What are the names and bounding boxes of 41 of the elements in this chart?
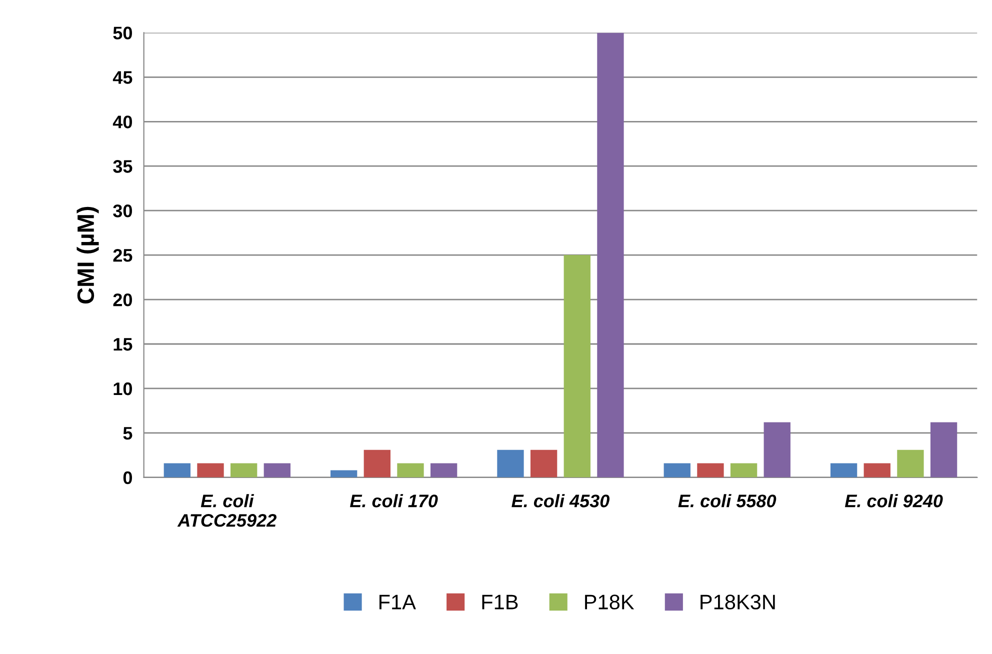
legend-label: P18K3N <box>700 594 775 610</box>
bar <box>764 422 790 478</box>
bar <box>164 463 191 478</box>
x-tick-label: E. coli ATCC25922 <box>177 494 276 527</box>
bar <box>830 463 858 478</box>
bar <box>897 450 924 478</box>
y-tick-label: 5 <box>123 427 132 440</box>
x-tick-label: E. coli 170 <box>350 494 438 508</box>
bar <box>597 32 624 478</box>
y-tick-label: 15 <box>114 338 132 351</box>
y-tick-label: 30 <box>113 204 132 218</box>
bar <box>330 470 358 478</box>
x-tick-label: E. coli 9240 <box>844 494 943 508</box>
legend-label: P18K <box>585 594 634 610</box>
y-tick-label: 20 <box>113 293 132 306</box>
y-tick-label: 50 <box>113 26 132 40</box>
y-tick-label: 35 <box>113 160 132 173</box>
bar <box>397 463 424 478</box>
bar <box>664 463 690 478</box>
bar <box>564 255 590 478</box>
bar <box>730 463 758 478</box>
bar <box>530 450 558 478</box>
y-tick-label: 10 <box>114 382 132 396</box>
y-tick-label: 25 <box>113 248 132 262</box>
bar <box>930 422 958 478</box>
bar <box>364 450 390 478</box>
bar <box>264 463 290 478</box>
bar <box>864 463 890 478</box>
bar <box>230 463 258 478</box>
y-tick-label: 40 <box>112 116 132 128</box>
x-tick-label: E. coli 5580 <box>678 494 776 508</box>
y-tick-label: 45 <box>112 71 132 84</box>
bar <box>697 463 724 478</box>
x-tick-label: E. coli 4530 <box>512 494 610 508</box>
y-axis-title: CMI (µM) <box>76 206 99 304</box>
legend-label: F1B <box>482 594 518 610</box>
bar <box>197 463 224 478</box>
y-tick-label: 0 <box>123 471 132 484</box>
bar <box>430 463 458 478</box>
legend-label: F1A <box>379 594 416 610</box>
bar <box>497 450 524 478</box>
